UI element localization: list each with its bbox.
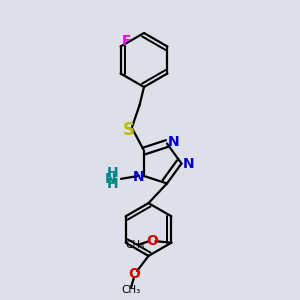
Text: N: N bbox=[182, 157, 194, 170]
Text: N: N bbox=[133, 170, 145, 184]
Text: H: H bbox=[107, 177, 118, 191]
Text: N: N bbox=[104, 172, 116, 185]
Text: H: H bbox=[107, 166, 118, 180]
Text: N: N bbox=[168, 135, 179, 149]
Text: O: O bbox=[146, 234, 158, 248]
Text: F: F bbox=[121, 34, 131, 48]
Text: O: O bbox=[128, 267, 140, 281]
Text: CH₃: CH₃ bbox=[122, 285, 141, 296]
Text: S: S bbox=[123, 121, 135, 139]
Text: CH₃: CH₃ bbox=[126, 240, 145, 250]
